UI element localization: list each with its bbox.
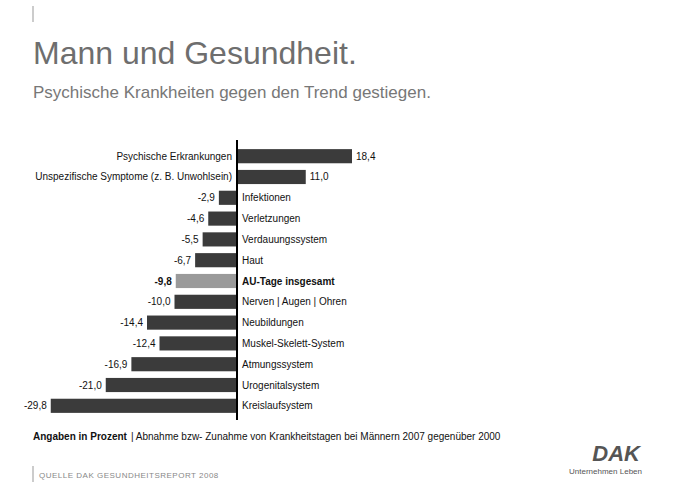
category-label: Verdauungssystem [242, 234, 327, 245]
category-label: Haut [242, 255, 263, 266]
value-label: -6,7 [174, 255, 192, 266]
bar [203, 232, 237, 246]
category-label: Urogenitalsystem [242, 380, 319, 391]
value-label: -21,0 [79, 380, 102, 391]
decor-line [33, 6, 34, 22]
value-label: -5,5 [181, 234, 199, 245]
category-label: Muskel-Skelett-System [242, 338, 344, 349]
value-label: -10,0 [148, 296, 171, 307]
footnote: Angaben in Prozent| Abnahme bzw- Zunahme… [33, 431, 501, 442]
baseline [236, 140, 238, 420]
bar [208, 212, 237, 226]
value-label: -29,8 [24, 400, 47, 411]
bar [51, 399, 237, 413]
bar [176, 274, 237, 288]
value-label: -4,6 [187, 213, 205, 224]
bar [160, 336, 238, 350]
bars [51, 149, 352, 413]
category-label: Nerven | Augen | Ohren [242, 296, 347, 307]
value-label: -16,9 [105, 359, 128, 370]
labels: Psychische Erkrankungen Unspezifische Sym… [24, 151, 376, 412]
category-label: Unspezifische Symptome (z. B. Unwohlsein… [35, 171, 232, 182]
source: QUELLE DAK GESUNDHEITSREPORT 2008 [39, 471, 219, 480]
category-label: Verletzungen [242, 213, 300, 224]
category-label: Psychische Erkrankungen [116, 151, 232, 162]
bar [106, 378, 237, 392]
chart: Mann und Gesundheit. Psychische Krankheit… [0, 0, 688, 493]
bar [195, 253, 237, 267]
bar [219, 191, 237, 205]
bar [237, 170, 306, 184]
footnote-text: | Abnahme bzw- Zunahme von Krankheitstag… [131, 431, 501, 442]
value-label: 11,0 [310, 171, 329, 182]
category-label: Atmungssystem [242, 359, 313, 370]
subtitle: Psychische Krankheiten gegen den Trend g… [33, 83, 431, 102]
category-label: AU-Tage insgesamt [242, 276, 335, 287]
value-label: 18,4 [356, 151, 376, 162]
bar [237, 149, 352, 163]
footnote-bold: Angaben in Prozent [33, 431, 128, 442]
category-label: Neubildungen [242, 317, 304, 328]
bar [147, 316, 237, 330]
value-label: -2,9 [198, 192, 216, 203]
category-label: Infektionen [242, 192, 291, 203]
logo: DAK [592, 441, 642, 466]
bar [131, 357, 237, 371]
decor-line [33, 466, 34, 482]
value-label: -9,8 [155, 276, 173, 287]
logo-tagline: Unternehmen Leben [569, 467, 642, 476]
title: Mann und Gesundheit. [33, 35, 357, 71]
bar [175, 295, 238, 309]
value-label: -14,4 [120, 317, 143, 328]
category-label: Kreislaufsystem [242, 400, 313, 411]
value-label: -12,4 [133, 338, 156, 349]
